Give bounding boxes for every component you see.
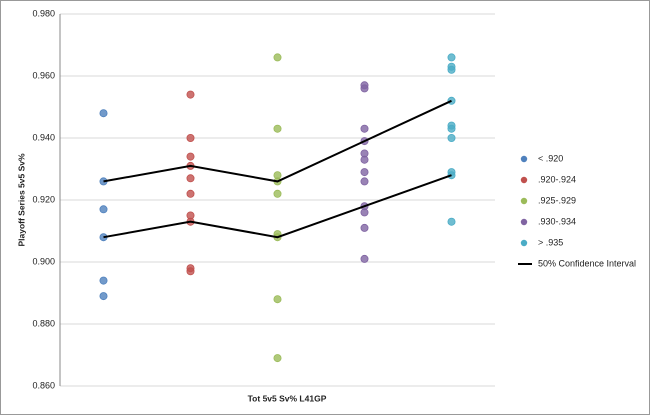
legend-marker [520, 218, 528, 226]
legend-label: .925-.929 [538, 195, 576, 205]
point [186, 90, 195, 99]
point [99, 109, 108, 118]
point [360, 254, 369, 263]
legend-label: .930-.934 [538, 216, 576, 226]
point [447, 65, 456, 74]
y-tick-label: 0.960 [32, 70, 55, 80]
point [273, 124, 282, 133]
point [273, 295, 282, 304]
legend-label: 50% Confidence Interval [538, 258, 636, 268]
point [273, 354, 282, 363]
y-tick-label: 0.940 [32, 132, 55, 142]
point [360, 168, 369, 177]
point [99, 276, 108, 285]
point [360, 177, 369, 186]
y-tick-label: 0.880 [32, 318, 55, 328]
y-tick-label: 0.920 [32, 194, 55, 204]
interval-line [103, 174, 452, 239]
point [447, 133, 456, 142]
y-tick-label: 0.860 [32, 380, 55, 390]
point [360, 208, 369, 217]
legend-marker [520, 155, 528, 163]
interval-line [103, 99, 452, 183]
legend-marker [520, 239, 528, 247]
legend-marker [520, 176, 528, 184]
point [99, 292, 108, 301]
point [273, 189, 282, 198]
point [186, 267, 195, 276]
y-tick-label: 0.980 [32, 8, 55, 18]
point [360, 223, 369, 232]
point [360, 155, 369, 164]
point [360, 124, 369, 133]
legend-label: < .920 [538, 153, 563, 163]
point [273, 53, 282, 62]
point [186, 152, 195, 161]
legend-label: > .935 [538, 237, 563, 247]
point [99, 205, 108, 214]
legend-marker [520, 197, 528, 205]
x-axis-title: Tot 5v5 Sv% L41GP [248, 393, 327, 403]
point [447, 217, 456, 226]
point [186, 174, 195, 183]
y-tick-label: 0.900 [32, 256, 55, 266]
point [186, 133, 195, 142]
y-axis-title: Playoff Series 5v5 Sv% [16, 153, 26, 247]
point [447, 53, 456, 62]
legend-label: .920-.924 [538, 174, 576, 184]
point [360, 84, 369, 93]
point [447, 124, 456, 133]
point [186, 189, 195, 198]
